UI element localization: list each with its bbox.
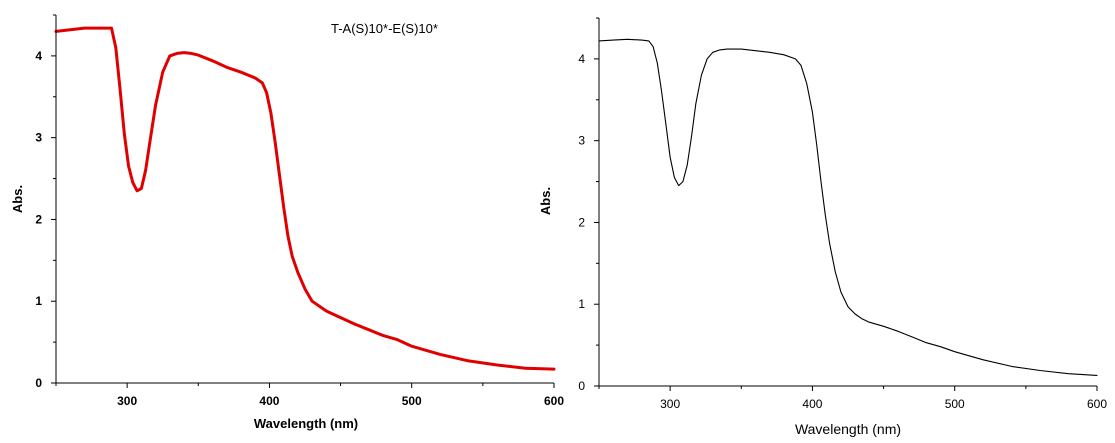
- right-x-tick-label: 500: [945, 397, 965, 411]
- left-x-tick-label: 500: [402, 394, 422, 408]
- left-chart-marks: 0 1 2 3 4 300 400 500 600: [35, 14, 564, 408]
- left-y-axis-label: Abs.: [10, 185, 25, 213]
- right-y-tick-label: 4: [578, 52, 585, 66]
- right-y-tick-label: 2: [578, 215, 585, 229]
- right-x-tick-label: 300: [660, 397, 680, 411]
- left-y-tick-label: 0: [35, 376, 42, 390]
- left-x-tick-label: 400: [259, 394, 279, 408]
- left-x-axis-label: Wavelength (nm): [254, 416, 358, 431]
- right-y-tick-label: 3: [578, 134, 585, 148]
- right-y-axis-label: Abs.: [538, 187, 553, 215]
- left-y-tick-label: 1: [35, 294, 42, 308]
- right-x-axis-label: Wavelength (nm): [795, 421, 901, 437]
- left-x-tick-label: 600: [544, 394, 564, 408]
- right-x-tick-label: 600: [1087, 397, 1107, 411]
- right-chart-panel: 0 1 2 3 4 300 400 500 600 Wavelength (nm) Abs.: [538, 17, 1107, 437]
- right-chart-marks: 0 1 2 3 4 300 400 500 600: [578, 17, 1107, 411]
- left-chart-panel: 0 1 2 3 4 300 400 500 600 T-A(S)10*-E(S)10* Wave…: [10, 14, 564, 431]
- left-x-tick-label: 300: [117, 394, 137, 408]
- right-y-tick-label: 1: [578, 297, 585, 311]
- left-absorbance-series-line: [54, 26, 556, 371]
- right-absorbance-series-line: [598, 38, 1098, 376]
- left-y-tick-label: 2: [35, 212, 42, 226]
- right-y-tick-label: 0: [578, 379, 585, 393]
- right-x-tick-label: 400: [802, 397, 822, 411]
- left-chart-annotation: T-A(S)10*-E(S)10*: [331, 21, 438, 36]
- left-y-tick-label: 4: [35, 49, 42, 63]
- left-y-tick-label: 3: [35, 131, 42, 145]
